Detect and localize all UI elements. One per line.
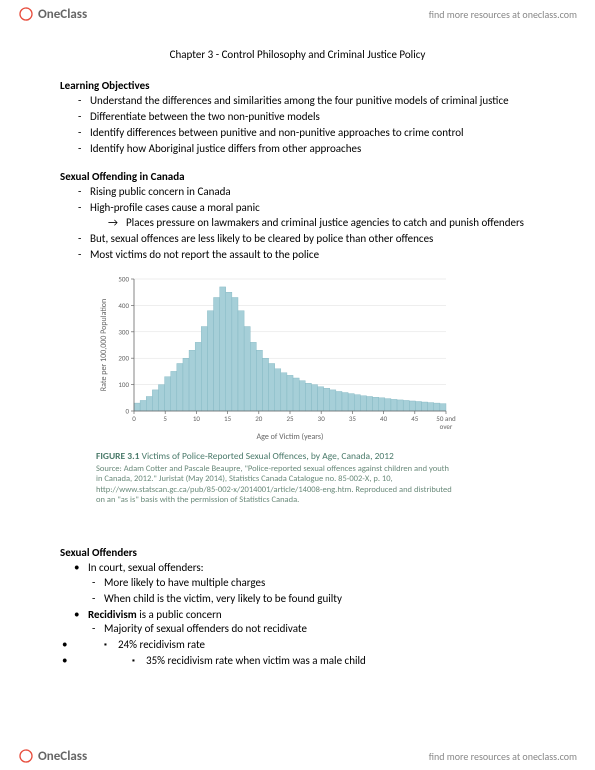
list-sexual-offending: Rising public concern in Canada High-pro… bbox=[60, 185, 535, 262]
list-item-text: is a public concern bbox=[137, 608, 222, 621]
sub-list: 24% recidivism rate bbox=[76, 638, 535, 653]
list-item: 35% recidivism rate when victim was a ma… bbox=[132, 654, 535, 669]
list-item: More likely to have multiple charges bbox=[92, 576, 535, 591]
sub-list: 35% recidivism rate when victim was a ma… bbox=[76, 654, 535, 669]
list-item: 24% recidivism rate bbox=[62, 638, 535, 653]
document-body: Chapter 3 - Control Philosophy and Crimi… bbox=[0, 28, 595, 669]
figure-label: FIGURE 3.1 bbox=[96, 450, 139, 462]
sub-list: Majority of sexual offenders do not reci… bbox=[88, 622, 535, 637]
chapter-title: Chapter 3 - Control Philosophy and Crimi… bbox=[60, 48, 535, 61]
svg-text:over: over bbox=[440, 422, 453, 431]
figure-caption-text: Victims of Police-Reported Sexual Offenc… bbox=[142, 450, 394, 462]
list-item: Recidivism is a public concern Majority … bbox=[74, 608, 535, 638]
svg-text:25: 25 bbox=[286, 414, 294, 423]
sub-list: Places pressure on lawmakers and crimina… bbox=[90, 216, 535, 231]
list-item: 24% recidivism rate bbox=[104, 638, 535, 653]
list-item: Most victims do not report the assault t… bbox=[78, 248, 535, 263]
svg-text:40: 40 bbox=[380, 414, 388, 423]
logo-icon bbox=[18, 6, 34, 22]
heading-sexual-offenders: Sexual Offenders bbox=[60, 546, 535, 559]
svg-text:20: 20 bbox=[255, 414, 263, 423]
page-footer: OneClass find more resources at oneclass… bbox=[0, 742, 595, 770]
brand-text: OneClass bbox=[38, 749, 87, 764]
brand-logo: OneClass bbox=[18, 6, 87, 22]
list-item-text: High-profile cases cause a moral panic bbox=[90, 201, 260, 214]
svg-text:Age of Victim (years): Age of Victim (years) bbox=[257, 432, 324, 442]
list-item: But, sexual offences are less likely to … bbox=[78, 232, 535, 247]
svg-text:200: 200 bbox=[118, 353, 129, 362]
heading-sexual-offending: Sexual Offending in Canada bbox=[60, 170, 535, 183]
svg-text:0: 0 bbox=[125, 406, 129, 415]
list-stats: 24% recidivism rate 35% recidivism rate … bbox=[60, 638, 535, 669]
svg-text:10: 10 bbox=[193, 414, 201, 423]
footer-link-text[interactable]: find more resources at oneclass.com bbox=[429, 750, 577, 763]
figure-chart: 010020030040050005101520253035404550 and… bbox=[96, 273, 456, 446]
svg-text:400: 400 bbox=[118, 300, 129, 309]
list-sexual-offenders: In court, sexual offenders: More likely … bbox=[60, 561, 535, 637]
list-item: Differentiate between the two non-puniti… bbox=[78, 110, 535, 125]
list-item: Majority of sexual offenders do not reci… bbox=[92, 622, 535, 637]
heading-learning-objectives: Learning Objectives bbox=[60, 79, 535, 92]
list-item: In court, sexual offenders: More likely … bbox=[74, 561, 535, 607]
figure-caption: FIGURE 3.1 Victims of Police-Reported Se… bbox=[96, 450, 535, 462]
sub-list-item: Places pressure on lawmakers and crimina… bbox=[108, 216, 535, 231]
brand-logo: OneClass bbox=[18, 748, 87, 764]
sub-list: More likely to have multiple charges Whe… bbox=[88, 576, 535, 607]
svg-text:0: 0 bbox=[132, 414, 136, 423]
svg-text:Rate per 100,000 Population: Rate per 100,000 Population bbox=[99, 298, 109, 390]
list-item: High-profile cases cause a moral panic P… bbox=[78, 201, 535, 231]
list-item: 35% recidivism rate when victim was a ma… bbox=[62, 654, 535, 669]
logo-icon bbox=[18, 748, 34, 764]
list-item: When child is the victim, very likely to… bbox=[92, 592, 535, 607]
list-item: Identify differences between punitive an… bbox=[78, 126, 535, 141]
list-item: Understand the differences and similarit… bbox=[78, 94, 535, 109]
page-header: OneClass find more resources at oneclass… bbox=[0, 0, 595, 28]
bold-term: Recidivism bbox=[88, 608, 137, 621]
list-item-text: In court, sexual offenders: bbox=[88, 561, 204, 574]
svg-text:5: 5 bbox=[163, 414, 167, 423]
svg-text:30: 30 bbox=[318, 414, 326, 423]
header-link-text[interactable]: find more resources at oneclass.com bbox=[429, 8, 577, 21]
svg-text:35: 35 bbox=[349, 414, 357, 423]
list-learning-objectives: Understand the differences and similarit… bbox=[60, 94, 535, 156]
brand-text: OneClass bbox=[38, 7, 87, 22]
svg-text:15: 15 bbox=[224, 414, 232, 423]
histogram-svg: 010020030040050005101520253035404550 and… bbox=[96, 273, 456, 443]
svg-text:100: 100 bbox=[118, 380, 129, 389]
svg-text:300: 300 bbox=[118, 327, 129, 336]
list-item: Identify how Aboriginal justice differs … bbox=[78, 142, 535, 157]
svg-text:45: 45 bbox=[411, 414, 419, 423]
figure-source: Source: Adam Cotter and Pascale Beaupre,… bbox=[96, 464, 456, 507]
list-item: Rising public concern in Canada bbox=[78, 185, 535, 200]
svg-text:500: 500 bbox=[118, 274, 129, 283]
